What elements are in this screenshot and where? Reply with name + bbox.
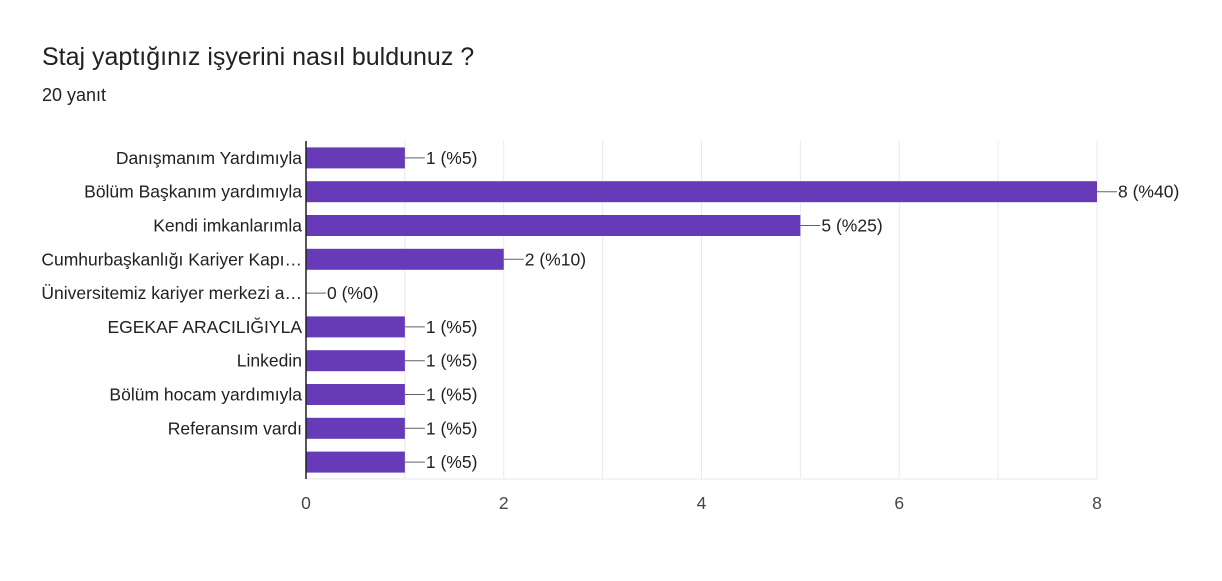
value-label: 1 (%5) bbox=[426, 385, 478, 405]
bar bbox=[306, 248, 504, 270]
category-label: Referansım vardı bbox=[168, 418, 302, 438]
value-label: 1 (%5) bbox=[426, 351, 478, 371]
bar bbox=[306, 417, 405, 439]
x-tick-label: 8 bbox=[1092, 493, 1102, 513]
bar bbox=[306, 451, 405, 473]
category-label: EGEKAF ARACILIĞIYLA bbox=[107, 316, 302, 337]
value-label: 2 (%10) bbox=[525, 249, 586, 269]
x-tick-label: 6 bbox=[894, 493, 904, 513]
x-tick-label: 4 bbox=[697, 493, 707, 513]
bar bbox=[306, 384, 405, 405]
bar bbox=[306, 147, 405, 169]
x-tick-label: 0 bbox=[301, 493, 311, 513]
value-label: 5 (%25) bbox=[821, 216, 882, 236]
category-label: Bölüm hocam yardımıyla bbox=[109, 385, 302, 405]
category-label: Kendi imkanlarımla bbox=[153, 216, 302, 236]
bar bbox=[306, 215, 801, 236]
category-label: Danışmanım Yardımıyla bbox=[116, 148, 302, 168]
category-label: Bölüm Başkanım yardımıyla bbox=[84, 182, 302, 202]
value-label: 1 (%5) bbox=[426, 317, 478, 337]
bar bbox=[306, 316, 405, 338]
category-label: Linkedin bbox=[237, 351, 302, 371]
x-tick-label: 2 bbox=[499, 493, 509, 513]
value-label: 0 (%0) bbox=[327, 283, 379, 303]
value-label: 1 (%5) bbox=[426, 418, 478, 438]
category-label: Cumhurbaşkanlığı Kariyer Kapı… bbox=[41, 249, 302, 269]
value-label: 1 (%5) bbox=[426, 452, 478, 472]
value-label: 1 (%5) bbox=[426, 148, 478, 168]
bar bbox=[306, 350, 405, 372]
response-count: 20 yanıt bbox=[42, 85, 107, 105]
category-label: Üniversitemiz kariyer merkezi a… bbox=[41, 283, 302, 303]
chart-title: Staj yaptığınız işyerini nasıl buldunuz … bbox=[42, 43, 475, 71]
value-label: 8 (%40) bbox=[1118, 182, 1179, 202]
bar bbox=[306, 181, 1097, 203]
